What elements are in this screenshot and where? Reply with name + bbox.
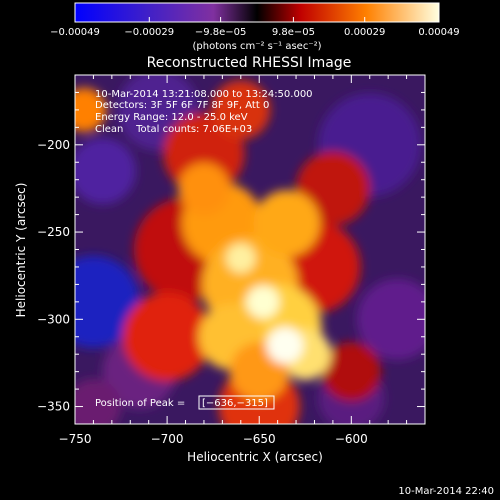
annotation-time-range: 10-Mar-2014 13:21:08.000 to 13:24:50.000 — [95, 89, 313, 100]
colorbar-tick-label: 0.00049 — [418, 27, 459, 38]
y-tick-label: −250 — [37, 225, 70, 239]
x-tick-label: −750 — [59, 432, 92, 446]
heatmap-blob — [122, 292, 212, 381]
x-axis-label: Heliocentric X (arcsec) — [187, 450, 323, 464]
colorbar-unit-label: (photons cm⁻² s⁻¹ asec⁻²) — [192, 41, 321, 52]
heatmap-blob — [226, 243, 256, 273]
y-tick-label: −300 — [37, 312, 70, 326]
annotation-detectors: Detectors: 3F 5F 6F 7F 8F 9F, Att 0 — [95, 100, 269, 111]
heatmap-blob — [75, 378, 122, 424]
colorbar-tick-label: 0.00029 — [344, 27, 385, 38]
chart-title: Reconstructed RHESSI Image — [147, 55, 352, 71]
y-tick-label: −350 — [37, 400, 70, 414]
peak-value: [−636,−315] — [202, 398, 268, 409]
heatmap-area — [75, 75, 425, 424]
colorbar-gradient — [74, 2, 440, 23]
heatmap-blob — [178, 162, 230, 215]
colorbar-tick-label: −9.8e−05 — [195, 27, 247, 38]
heatmap-blob — [356, 278, 425, 360]
colorbar-tick-label: 9.8e−05 — [272, 27, 315, 38]
peak-position: Position of Peak = [−636,−315] — [95, 395, 275, 410]
x-tick-label: −600 — [335, 432, 368, 446]
x-axis-ticks: −750 −700 −650 −600 — [59, 75, 426, 446]
y-axis-ticks: −200 −250 −300 −350 — [37, 74, 425, 425]
x-tick-label: −700 — [151, 432, 184, 446]
annotation-energy-range: Energy Range: 12.0 - 25.0 keV — [95, 112, 248, 123]
heatmap-blob — [321, 342, 381, 402]
heatmap-blob — [266, 327, 304, 364]
colorbar-tick-label: −0.00049 — [50, 27, 100, 38]
peak-value-box — [198, 395, 275, 410]
heatmap-blob — [75, 87, 107, 132]
peak-label: Position of Peak = — [95, 398, 185, 409]
heatmap-blob — [75, 255, 140, 348]
heatmap-blob — [246, 285, 280, 319]
footer-timestamp: 10-Mar-2014 22:40 — [398, 486, 494, 497]
y-axis-label: Heliocentric Y (arcsec) — [14, 183, 28, 318]
y-tick-label: −200 — [37, 138, 70, 152]
heatmap-blob — [211, 80, 271, 140]
colorbar: −0.00049 −0.00029 −9.8e−05 9.8e−05 0.00029 0.… — [50, 2, 460, 52]
heatmap-blob — [75, 137, 136, 205]
annotation-clean-counts: Clean Total counts: 7.06E+03 — [95, 124, 252, 135]
x-tick-label: −650 — [243, 432, 276, 446]
annotations: 10-Mar-2014 13:21:08.000 to 13:24:50.000… — [95, 89, 313, 135]
colorbar-tick-label: −0.00029 — [124, 27, 174, 38]
heatmap-blob — [253, 190, 320, 257]
colorbar-ticks: −0.00049 −0.00029 −9.8e−05 9.8e−05 0.00029 0.… — [50, 17, 460, 38]
